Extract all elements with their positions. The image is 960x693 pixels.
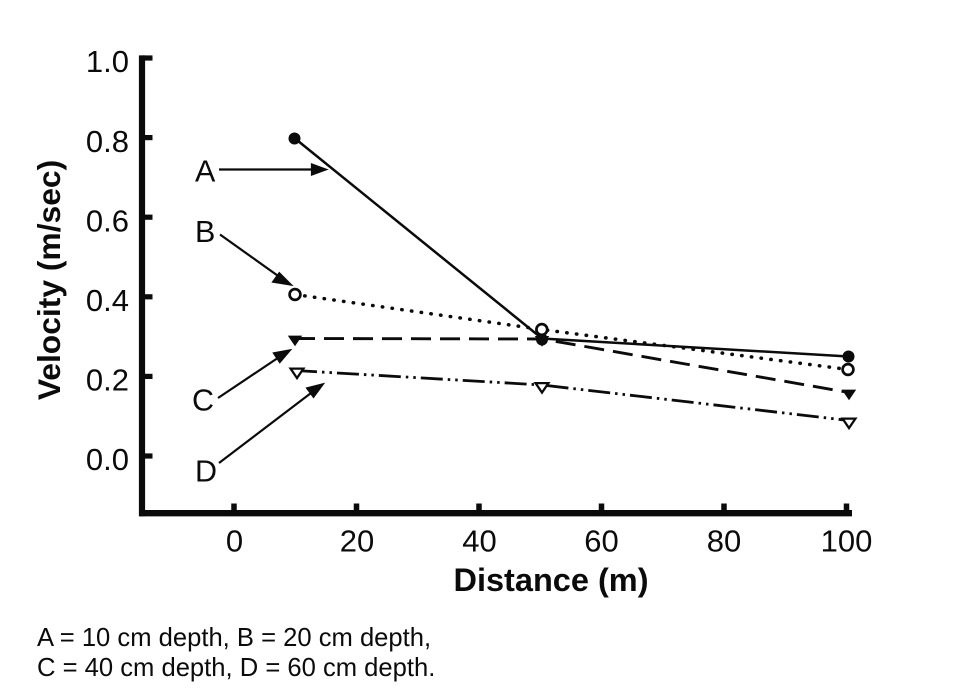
svg-text:1.0: 1.0 (86, 44, 129, 79)
svg-text:A: A (195, 155, 216, 189)
svg-text:Velocity (m/sec): Velocity (m/sec) (31, 160, 67, 400)
svg-text:20: 20 (340, 523, 374, 558)
svg-text:0.8: 0.8 (86, 124, 129, 159)
svg-text:40: 40 (462, 523, 496, 558)
svg-text:0.2: 0.2 (86, 363, 129, 398)
svg-text:0.0: 0.0 (86, 442, 129, 477)
svg-text:80: 80 (707, 523, 741, 558)
svg-text:Distance (m): Distance (m) (453, 562, 648, 598)
svg-text:0.6: 0.6 (86, 203, 129, 238)
svg-text:100: 100 (821, 523, 873, 558)
svg-text:D: D (195, 455, 217, 489)
svg-text:60: 60 (584, 523, 618, 558)
svg-text:C: C (192, 384, 214, 418)
svg-text:A = 10 cm depth, B = 20 cm dep: A = 10 cm depth, B = 20 cm depth, (37, 624, 431, 652)
svg-text:0: 0 (226, 523, 243, 558)
svg-text:C = 40 cm depth, D = 60 cm dep: C = 40 cm depth, D = 60 cm depth. (37, 654, 435, 682)
svg-text:0.4: 0.4 (86, 283, 129, 318)
svg-text:B: B (195, 215, 215, 249)
